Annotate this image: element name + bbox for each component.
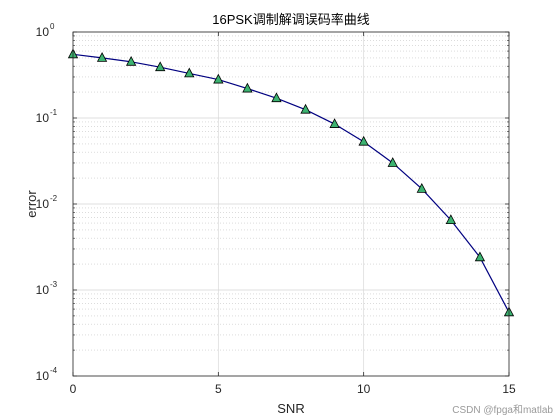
data-point-marker [474, 251, 486, 262]
data-point-marker [242, 82, 253, 93]
x-axis-label: SNR [277, 401, 304, 416]
grid-lines [72, 31, 510, 377]
y-tick-label: 10 -3 [36, 280, 58, 297]
x-tick-labels: 0 5 10 15 [70, 382, 516, 396]
data-point-marker [329, 118, 340, 128]
data-point-marker [445, 214, 457, 224]
chart-title: 16PSK调制解调误码率曲线 [212, 12, 369, 27]
y-tick-base: 10 [36, 283, 50, 297]
y-tick-base: 10 [36, 369, 50, 383]
data-point-marker [387, 157, 398, 167]
tick-marks [72, 31, 510, 377]
x-tick-label: 5 [215, 382, 222, 396]
data-point-marker [125, 55, 137, 66]
watermark: CSDN @fpga和matlab [452, 404, 553, 416]
y-tick-exponent: 0 [50, 22, 55, 31]
x-tick-label: 15 [502, 382, 516, 396]
y-tick-base: 10 [36, 25, 50, 39]
y-tick-exponent: -4 [50, 366, 58, 375]
y-tick-exponent: -3 [50, 280, 58, 289]
data-point-marker [213, 73, 224, 84]
data-point-marker [300, 103, 311, 114]
y-tick-exponent: -1 [50, 108, 58, 117]
y-tick-label: 10 -4 [36, 366, 58, 383]
y-tick-exponent: -2 [50, 194, 58, 203]
y-axis-label: error [24, 190, 39, 218]
y-tick-base: 10 [36, 197, 50, 211]
y-tick-base: 10 [36, 111, 50, 125]
data-point-marker [184, 67, 195, 78]
y-tick-label: 10 -1 [36, 108, 58, 125]
y-tick-label: 10 -2 [36, 194, 58, 211]
x-tick-label: 10 [357, 382, 371, 396]
x-tick-label: 0 [70, 382, 77, 396]
series-line [72, 53, 510, 313]
data-point-marker [271, 92, 282, 103]
data-point-marker [155, 61, 166, 72]
data-point-marker [416, 183, 427, 193]
data-point-marker [358, 135, 369, 146]
y-tick-label: 10 0 [36, 22, 55, 39]
data-point-marker [96, 52, 108, 62]
